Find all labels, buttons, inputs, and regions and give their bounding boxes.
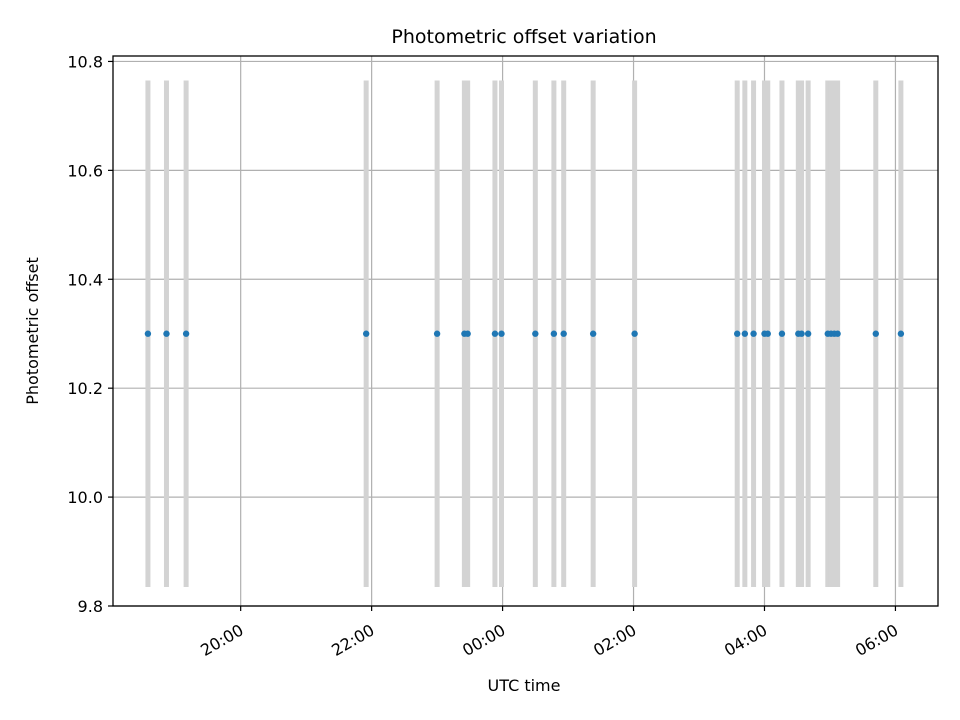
data-point bbox=[144, 330, 152, 337]
y-tick-label: 10.6 bbox=[67, 161, 103, 180]
data-point bbox=[464, 330, 471, 337]
data-point bbox=[589, 330, 597, 337]
data-point bbox=[798, 330, 805, 337]
y-tick-label: 10.4 bbox=[67, 270, 103, 289]
data-point bbox=[532, 330, 539, 337]
x-axis-label: UTC time bbox=[488, 676, 561, 695]
data-point bbox=[498, 330, 505, 337]
data-point bbox=[433, 330, 441, 337]
y-axis-ticks: 9.8 10.0 10.2 10.4 10.6 10.8 bbox=[67, 52, 113, 616]
y-axis-label: Photometric offset bbox=[23, 257, 42, 405]
y-tick-label: 10.2 bbox=[67, 379, 103, 398]
data-point bbox=[778, 330, 786, 337]
data-point bbox=[834, 330, 841, 337]
chart-title: Photometric offset variation bbox=[391, 26, 656, 48]
data-point bbox=[631, 330, 638, 337]
data-point bbox=[491, 330, 499, 337]
data-point bbox=[804, 330, 812, 337]
y-tick-label: 10.8 bbox=[67, 52, 103, 71]
data-point bbox=[734, 330, 741, 337]
plot-area-frame bbox=[112, 55, 939, 607]
data-point bbox=[897, 330, 905, 337]
data-point bbox=[750, 330, 757, 337]
data-point bbox=[182, 330, 190, 337]
data-point bbox=[764, 330, 771, 337]
data-point bbox=[362, 330, 370, 337]
data-points bbox=[144, 330, 905, 337]
data-point bbox=[163, 330, 170, 337]
data-point bbox=[741, 330, 749, 337]
data-point bbox=[560, 330, 567, 337]
data-point bbox=[872, 330, 879, 337]
data-point bbox=[550, 330, 558, 337]
y-tick-label: 10.0 bbox=[67, 488, 103, 507]
y-tick-label: 9.8 bbox=[78, 597, 103, 616]
